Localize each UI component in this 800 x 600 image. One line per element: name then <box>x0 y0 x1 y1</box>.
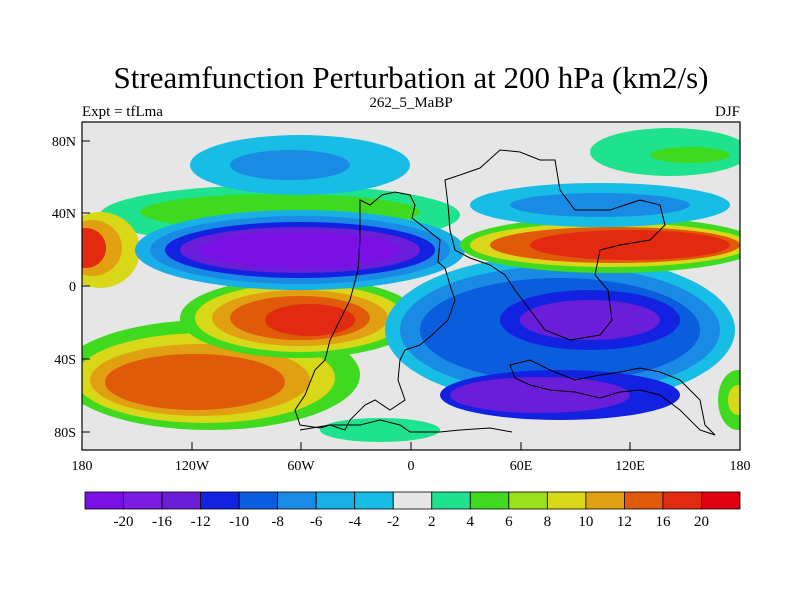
colorbar-label: -16 <box>152 514 172 530</box>
colorbar-swatch <box>701 491 741 510</box>
colorbar-labels: -20 -16 -12 -10 -8 -6 -4 -2 2 4 6 8 10 12 16 20 <box>114 514 709 530</box>
colorbar-swatch <box>662 491 702 510</box>
colorbar <box>84 491 741 510</box>
colorbar-swatch <box>238 491 279 510</box>
field-shading <box>82 122 740 450</box>
x-tick-label: 120W <box>175 459 210 474</box>
colorbar-label: -10 <box>229 514 249 530</box>
continent-outlines <box>294 149 716 436</box>
colorbar-swatch <box>200 491 240 510</box>
x-axis <box>81 442 741 450</box>
colorbar-swatch <box>546 491 587 510</box>
y-tick-label: 40N <box>52 207 76 222</box>
colorbar-label: -4 <box>348 514 361 530</box>
colorbar-label: 20 <box>694 514 709 530</box>
colorbar-label: 10 <box>578 514 593 530</box>
colorbar-label: -20 <box>114 514 134 530</box>
colorbar-swatch <box>277 491 317 510</box>
colorbar-label: 4 <box>467 514 475 530</box>
x-tick-label: 60W <box>287 459 315 474</box>
y-tick-label: 0 <box>69 280 76 295</box>
map-title: Streamfunction Perturbation at 200 hPa (… <box>114 60 709 95</box>
x-tick-label: 0 <box>408 459 415 474</box>
colorbar-label: -6 <box>310 514 323 530</box>
center-label: 262_5_MaBP <box>369 95 452 111</box>
y-tick-label: 40S <box>54 353 76 368</box>
y-tick-label: 80S <box>54 426 76 441</box>
colorbar-swatch <box>469 491 510 510</box>
right-label: DJF <box>715 104 740 120</box>
y-tick-label: 80N <box>52 135 76 150</box>
colorbar-swatch <box>123 491 163 510</box>
colorbar-label: 8 <box>544 514 552 530</box>
colorbar-swatch <box>392 491 433 510</box>
colorbar-swatch <box>431 491 471 510</box>
x-tick-label: 120E <box>615 459 645 474</box>
x-tick-label: 180 <box>72 459 93 474</box>
colorbar-label: -12 <box>191 514 211 530</box>
x-tick-label: 60E <box>510 459 533 474</box>
colorbar-swatch <box>84 491 124 510</box>
x-tick-label: 180 <box>730 459 751 474</box>
colorbar-swatch <box>624 491 664 510</box>
colorbar-swatch <box>315 491 356 510</box>
left-label: Expt = tfLma <box>82 104 163 120</box>
colorbar-label: 16 <box>655 514 671 530</box>
colorbar-swatch <box>161 491 201 510</box>
colorbar-label: 6 <box>505 514 513 530</box>
colorbar-label: 12 <box>617 514 632 530</box>
colorbar-swatch <box>508 491 548 510</box>
colorbar-label: -2 <box>387 514 400 530</box>
y-axis <box>82 140 90 433</box>
colorbar-swatch <box>585 491 625 510</box>
colorbar-label: 2 <box>428 514 436 530</box>
colorbar-label: -8 <box>271 514 284 530</box>
colorbar-swatch <box>354 491 394 510</box>
